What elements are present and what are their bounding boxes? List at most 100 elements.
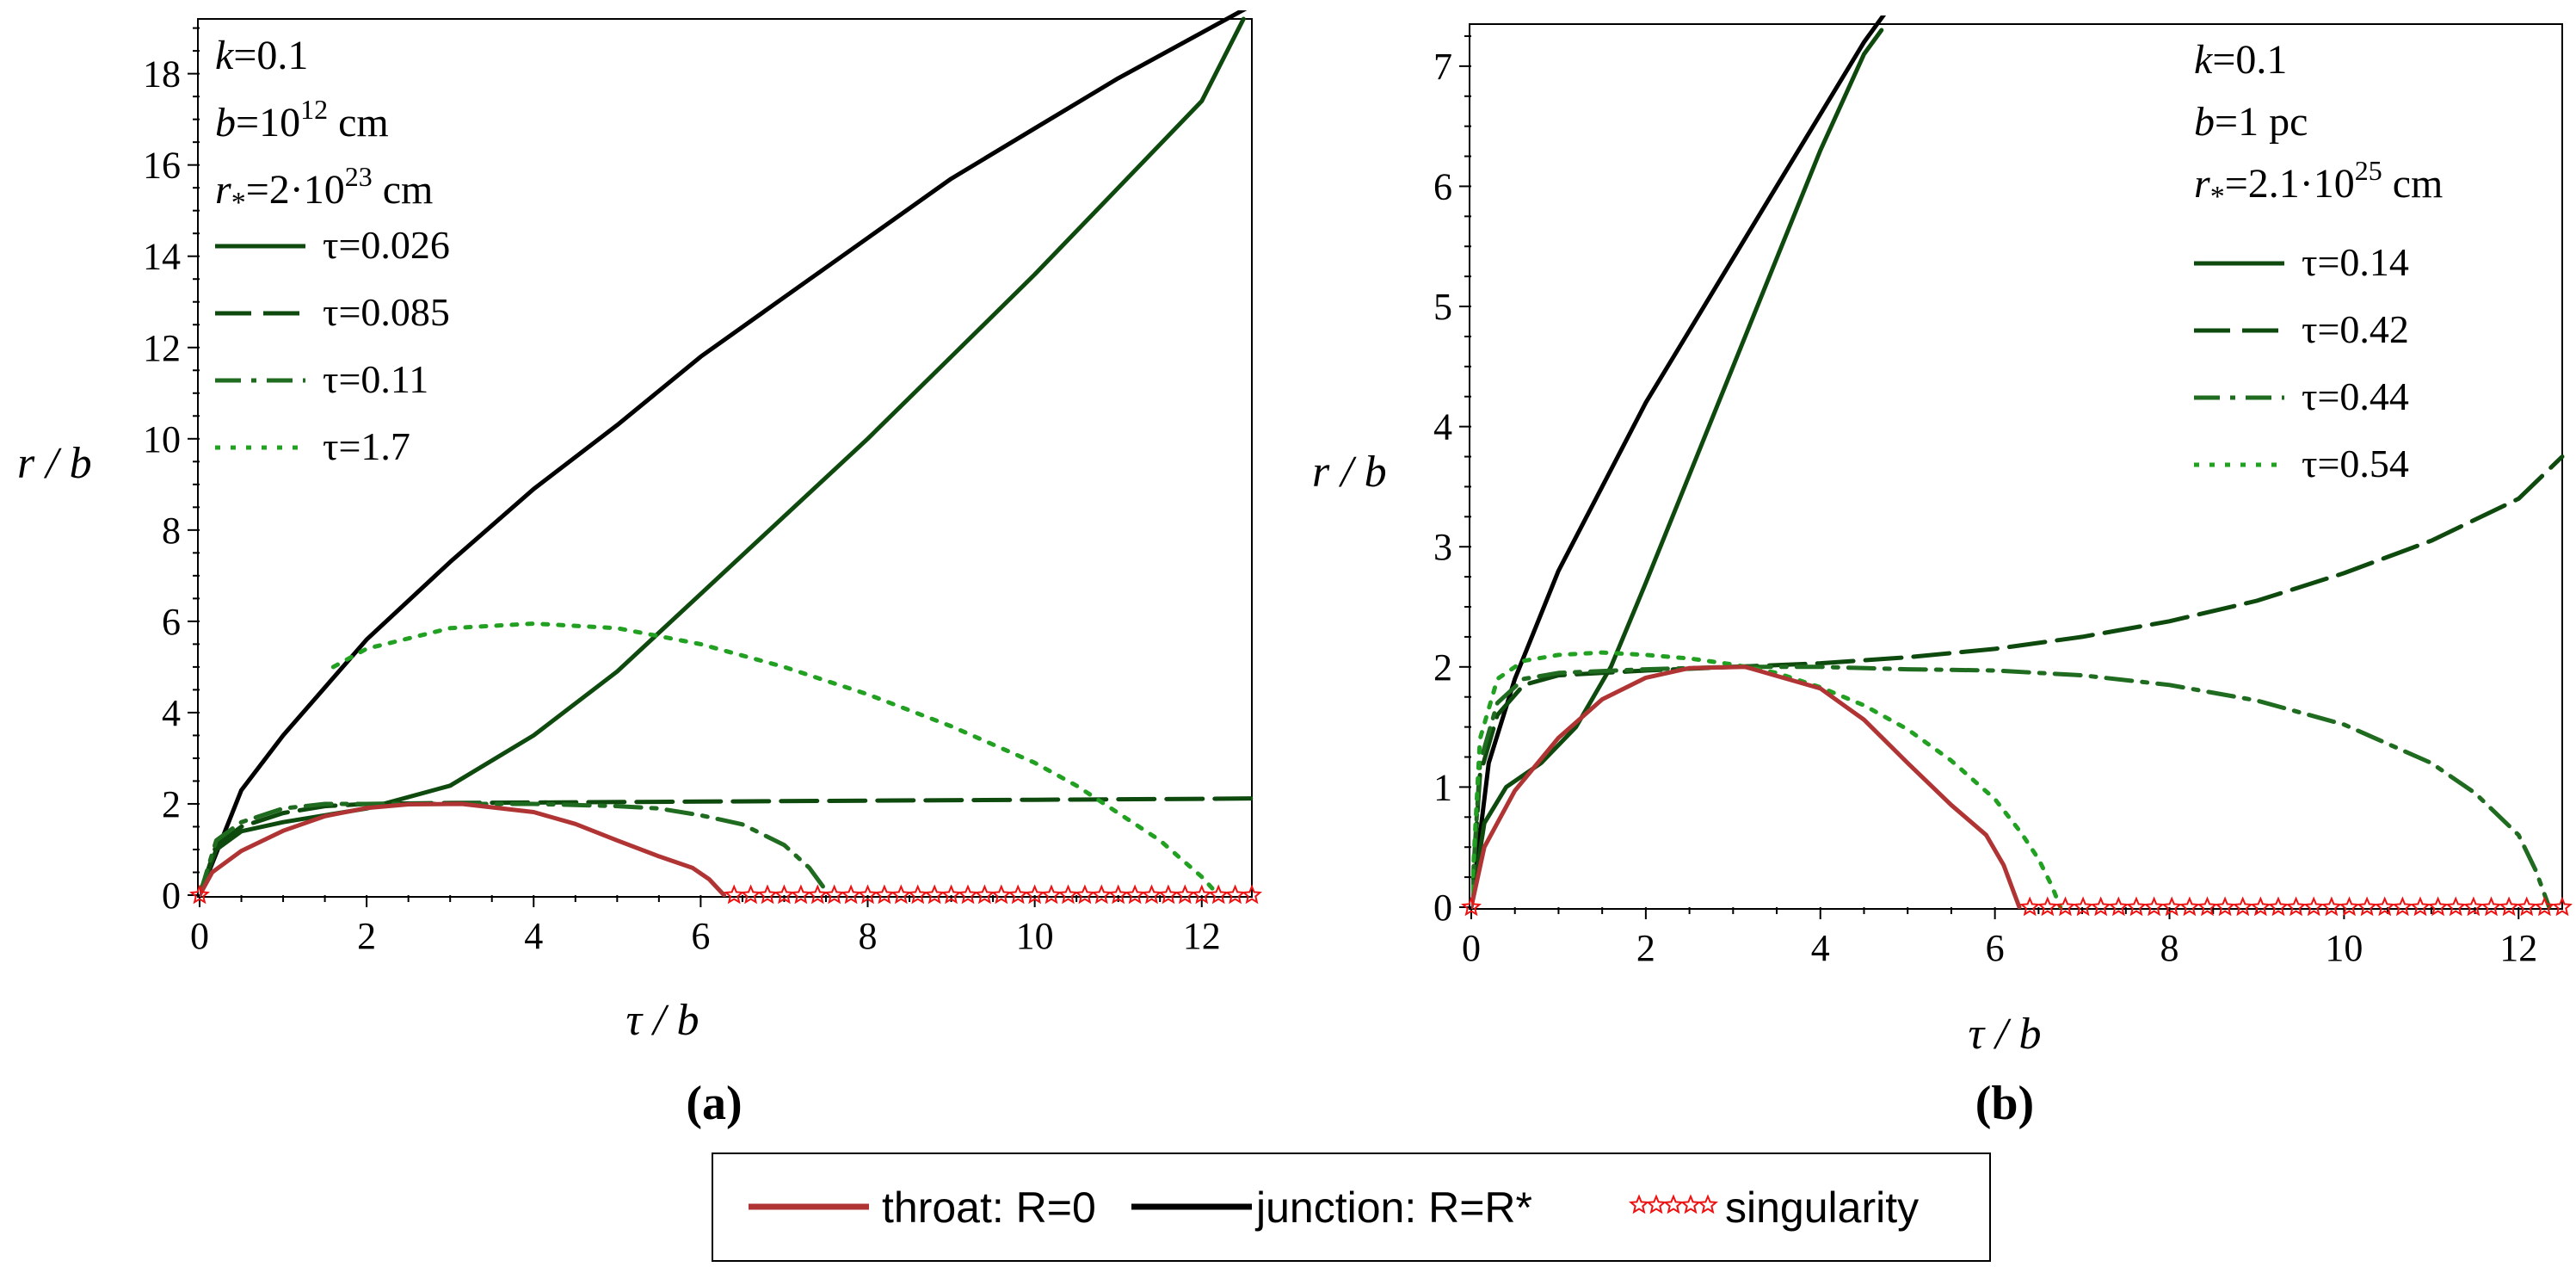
panel-b-label: (b) <box>1975 1077 2034 1130</box>
series-line-dot <box>1471 650 2063 909</box>
y-tick-label: 10 <box>143 418 181 460</box>
y-tick-label: 0 <box>162 874 181 917</box>
singularity-marker <box>2339 896 2360 917</box>
y-tick-label: 3 <box>1433 526 1452 568</box>
y-tick-label: 4 <box>162 692 181 734</box>
parameter-r: r*=2.1·1025 cm <box>2194 155 2443 213</box>
series-line-junction <box>200 10 1248 897</box>
singularity-marker <box>773 884 795 905</box>
singularity-marker <box>1057 884 1079 905</box>
legend-junction-label: junction: R=R* <box>1254 1183 1532 1232</box>
singularity-marker <box>2320 896 2342 917</box>
legend-label: τ=0.026 <box>323 223 450 267</box>
singularity-marker <box>740 884 761 905</box>
singularity-marker <box>1091 884 1112 905</box>
x-tick-label: 8 <box>2160 927 2179 969</box>
y-tick-label: 12 <box>143 327 181 369</box>
singularity-marker <box>940 884 962 905</box>
panel-b-parameters: k=0.1 b=1 pc r*=2.1·1025 cm <box>2194 37 2443 213</box>
singularity-marker <box>2499 896 2520 917</box>
series-line-dot <box>330 621 1221 897</box>
singularity-marker <box>756 884 778 905</box>
singularity-marker <box>2462 896 2484 917</box>
panel-b-legend: τ=0.14 τ=0.42 τ=0.44 τ=0.54 <box>2194 240 2409 485</box>
singularity-marker <box>790 884 811 905</box>
series-line-dashdot <box>200 801 829 897</box>
origin-marker <box>1461 896 1482 917</box>
legend-singularity-label: singularity <box>1725 1183 1919 1232</box>
singularity-marker <box>857 884 878 905</box>
legend-singularity-star <box>1698 1194 1718 1214</box>
singularity-marker <box>2374 896 2395 917</box>
x-tick-label: 4 <box>524 915 543 957</box>
singularity-marker <box>1174 884 1196 905</box>
y-tick-label: 18 <box>143 53 181 96</box>
panel-a-ylabel: r / b <box>17 439 92 488</box>
panel-b-xlabel: τ / b <box>1968 1010 2041 1059</box>
series-line-dash <box>1471 454 2565 909</box>
legend-label: τ=0.14 <box>2302 240 2409 284</box>
singularity-marker <box>1191 884 1212 905</box>
y-tick-label: 2 <box>162 783 181 825</box>
singularity-marker <box>974 884 995 905</box>
legend-label: τ=0.54 <box>2302 442 2409 485</box>
singularity-marker <box>2019 896 2041 917</box>
singularity-marker <box>1074 884 1095 905</box>
x-tick-label: 2 <box>1636 927 1655 969</box>
singularity-marker <box>724 884 745 905</box>
singularity-marker <box>2143 896 2165 917</box>
series-line-dash <box>200 796 1254 897</box>
singularity-marker <box>1141 884 1162 905</box>
singularity-marker <box>907 884 928 905</box>
singularity-marker <box>1024 884 1045 905</box>
singularity-marker <box>2357 896 2378 917</box>
panel-a-series <box>189 10 1262 905</box>
singularity-marker <box>2516 896 2537 917</box>
x-tick-label: 6 <box>1986 927 2005 969</box>
singularity-marker <box>2161 896 2183 917</box>
legend-label: τ=0.42 <box>2302 307 2409 351</box>
legend-singularity-star <box>1629 1194 1649 1214</box>
y-tick-label: 7 <box>1433 46 1452 88</box>
singularity-marker <box>2303 896 2325 917</box>
singularity-marker <box>873 884 895 905</box>
singularity-marker <box>2055 896 2076 917</box>
y-tick-label: 6 <box>162 601 181 643</box>
x-tick-label: 4 <box>1811 927 1830 969</box>
singularity-marker <box>2179 896 2200 917</box>
y-tick-label: 2 <box>1433 646 1452 689</box>
legend-throat-label: throat: R=0 <box>882 1183 1096 1232</box>
x-tick-label: 10 <box>2325 927 2363 969</box>
panel-a-parameters: k=0.1 b=1012 cm r*=2·1023 cm <box>215 33 433 219</box>
panel-b-ylabel: r / b <box>1312 448 1387 497</box>
parameter-k: k=0.1 <box>215 33 308 78</box>
singularity-marker <box>924 884 946 905</box>
y-tick-label: 1 <box>1433 766 1452 808</box>
y-tick-label: 6 <box>1433 165 1452 207</box>
panel-a-label: (a) <box>686 1077 742 1130</box>
singularity-marker <box>1224 884 1246 905</box>
legend-singularity-swatch <box>1629 1194 1718 1214</box>
singularity-marker <box>823 884 845 905</box>
singularity-marker <box>2268 896 2289 917</box>
singularity-marker <box>891 884 912 905</box>
singularity-marker <box>2480 896 2502 917</box>
singularity-marker <box>1125 884 1146 905</box>
singularity-marker <box>2392 896 2413 917</box>
legend-singularity-star <box>1680 1194 1701 1214</box>
panel-b-series <box>1461 15 2573 917</box>
panel-b-frame <box>1469 23 2563 910</box>
series-line-junction <box>1471 15 1887 909</box>
singularity-marker <box>2285 896 2307 917</box>
x-tick-label: 8 <box>859 915 878 957</box>
x-tick-label: 0 <box>190 915 209 957</box>
parameter-r: r*=2·1023 cm <box>215 161 433 219</box>
parameter-k: k=0.1 <box>2194 37 2287 83</box>
singularity-marker <box>2410 896 2431 917</box>
legend-label: τ=1.7 <box>323 424 410 468</box>
singularity-marker <box>2037 896 2058 917</box>
legend-singularity-star <box>1663 1194 1684 1214</box>
x-tick-label: 12 <box>1183 915 1221 957</box>
